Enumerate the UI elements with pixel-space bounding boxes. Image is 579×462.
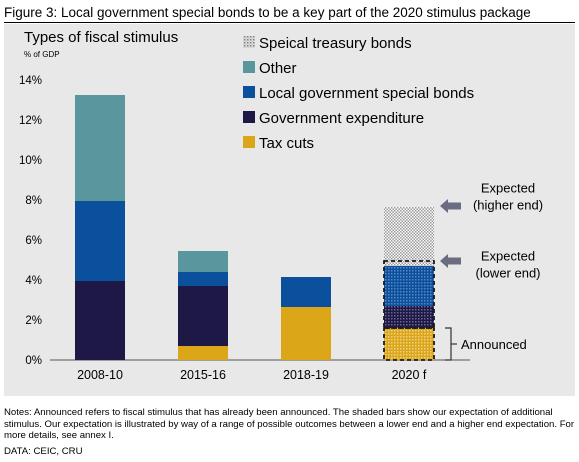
bar-segment (384, 266, 434, 306)
y-tick-label: 14% (19, 75, 42, 87)
y-tick-label: 0% (25, 355, 42, 367)
y-tick-label: 12% (19, 115, 42, 127)
legend-label: Speical treasury bonds (259, 35, 412, 52)
chart-title: Types of fiscal stimulus (24, 29, 178, 46)
y-tick-label: 2% (25, 315, 42, 327)
x-tick-label: 2020 f (392, 368, 427, 382)
bar-segment (281, 307, 331, 360)
figure-title: Figure 3: Local government special bonds… (4, 3, 575, 23)
annotation-higher-end: (higher end) (473, 198, 543, 213)
legend-label: Tax cuts (259, 135, 314, 152)
data-source: DATA: CEIC, CRU (4, 446, 83, 457)
legend-label: Local government special bonds (259, 85, 474, 102)
bar-segment (384, 306, 434, 328)
y-tick-label: 4% (25, 275, 42, 287)
chart-panel: Types of fiscal stimulus % of GDP 0% 2% 4%… (4, 24, 575, 396)
bar-segment (178, 346, 228, 360)
legend-swatch (243, 61, 255, 73)
bar-segment (178, 251, 228, 272)
legend-swatch (243, 36, 255, 48)
x-tick-label: 2015-16 (180, 368, 226, 382)
bar-segment (178, 286, 228, 346)
annotation-lower-end: (lower end) (475, 266, 540, 281)
bar-segment (281, 277, 331, 307)
annotation-arrow (440, 254, 461, 268)
y-tick-label: 10% (19, 155, 42, 167)
y-tick-label: 8% (25, 195, 42, 207)
legend-swatch (243, 86, 255, 98)
annotation-announced: Announced (461, 337, 527, 352)
announced-bracket (445, 327, 452, 361)
lower-end-outline (383, 260, 435, 329)
stacked-bar-chart: Types of fiscal stimulus % of GDP 0% 2% 4%… (19, 29, 543, 382)
y-tick-label: 6% (25, 235, 42, 247)
legend-label: Government expenditure (259, 110, 424, 127)
bar-segment (75, 281, 125, 360)
bar-segment (75, 201, 125, 281)
bar-segment (75, 95, 125, 201)
bar-segment (178, 272, 228, 286)
chart-notes: Notes: Announced refers to fiscal stimul… (4, 407, 575, 442)
legend-swatch (243, 136, 255, 148)
annotation-higher-end: Expected (481, 181, 535, 196)
bar-segment (384, 328, 434, 360)
x-tick-label: 2008-10 (77, 368, 123, 382)
legend-swatch (243, 111, 255, 123)
annotation-arrow (440, 199, 461, 213)
x-tick-label: 2018-19 (283, 368, 329, 382)
legend-label: Other (259, 60, 297, 77)
bar-segment (384, 207, 434, 266)
annotation-lower-end: Expected (481, 249, 535, 264)
y-axis-label: % of GDP (24, 50, 60, 59)
